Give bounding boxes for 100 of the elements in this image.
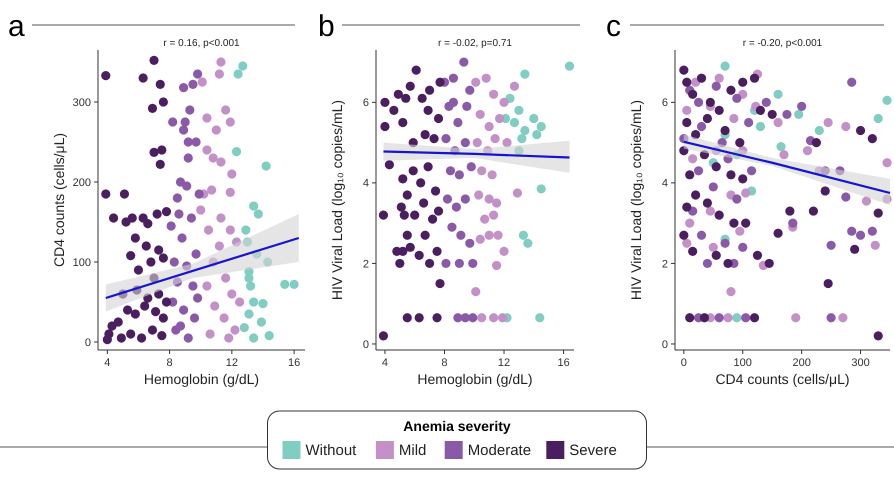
point — [824, 118, 833, 128]
point — [472, 138, 482, 148]
point — [380, 98, 390, 107]
point — [149, 56, 159, 65]
legend-label: Mild — [398, 442, 426, 459]
point — [134, 265, 144, 275]
point — [174, 209, 184, 219]
point — [768, 110, 777, 120]
point — [263, 257, 272, 267]
point — [702, 258, 712, 268]
point — [185, 105, 194, 115]
point — [398, 174, 408, 184]
point — [826, 240, 836, 250]
point — [408, 166, 418, 176]
point — [400, 210, 409, 220]
point — [856, 126, 866, 136]
point — [870, 240, 880, 250]
point — [410, 210, 420, 220]
y-tick-label: 4 — [662, 178, 668, 190]
point — [434, 114, 444, 124]
point — [424, 162, 433, 172]
point — [179, 125, 188, 135]
chart-title: b — [318, 10, 335, 43]
point — [484, 122, 494, 132]
y-tick-label: 100 — [72, 256, 91, 269]
legend-label: Without — [306, 442, 358, 459]
point — [460, 194, 470, 204]
point — [430, 186, 440, 196]
legend-title: Anemia severity — [403, 418, 511, 434]
point — [723, 154, 733, 164]
point — [744, 118, 754, 128]
point — [146, 257, 156, 267]
point — [448, 98, 458, 107]
point — [688, 246, 698, 256]
y-tick-label: 200 — [72, 176, 91, 189]
point — [452, 202, 461, 212]
point — [735, 138, 744, 148]
point — [205, 329, 215, 339]
point — [224, 333, 234, 343]
point — [776, 142, 786, 152]
point — [256, 317, 266, 327]
point — [246, 281, 256, 291]
point — [402, 313, 412, 322]
point — [130, 233, 140, 243]
point — [176, 177, 186, 187]
point — [489, 313, 498, 322]
legend-label: Severe — [569, 442, 617, 459]
point — [190, 313, 200, 323]
point — [824, 278, 833, 288]
point — [149, 273, 159, 283]
point — [216, 157, 226, 167]
point — [221, 273, 230, 283]
point — [428, 214, 438, 224]
point — [714, 74, 724, 83]
point — [726, 287, 736, 296]
point — [694, 166, 704, 176]
point — [874, 208, 883, 218]
point — [720, 62, 730, 71]
point — [242, 237, 252, 247]
point — [862, 196, 872, 206]
point — [882, 194, 892, 204]
point — [120, 189, 130, 199]
point — [471, 78, 480, 87]
point — [194, 189, 204, 199]
point — [729, 114, 739, 124]
point — [114, 317, 123, 327]
point — [466, 162, 476, 172]
point — [429, 134, 439, 144]
point — [221, 105, 230, 115]
point — [179, 305, 188, 315]
point — [162, 207, 172, 216]
point — [143, 293, 152, 303]
point — [240, 323, 249, 332]
point — [102, 335, 112, 344]
point — [136, 333, 146, 343]
point — [882, 96, 892, 105]
x-tick-label: 4 — [382, 357, 388, 369]
point — [193, 69, 202, 79]
y-tick-label: 2 — [662, 258, 668, 270]
point — [116, 333, 126, 343]
point — [723, 313, 733, 322]
point — [868, 134, 877, 144]
y-tick-label: 6 — [662, 97, 668, 110]
point — [148, 104, 158, 113]
point — [477, 313, 486, 322]
point — [685, 170, 694, 180]
point — [708, 182, 718, 192]
point — [797, 102, 806, 111]
point — [517, 134, 526, 144]
point — [396, 202, 406, 212]
point — [679, 230, 688, 240]
point — [424, 258, 434, 268]
point — [489, 90, 498, 99]
point — [750, 313, 760, 322]
point — [712, 82, 721, 91]
point — [490, 134, 500, 144]
point — [249, 333, 258, 343]
point — [536, 184, 546, 194]
point — [191, 249, 201, 259]
point — [184, 153, 193, 163]
